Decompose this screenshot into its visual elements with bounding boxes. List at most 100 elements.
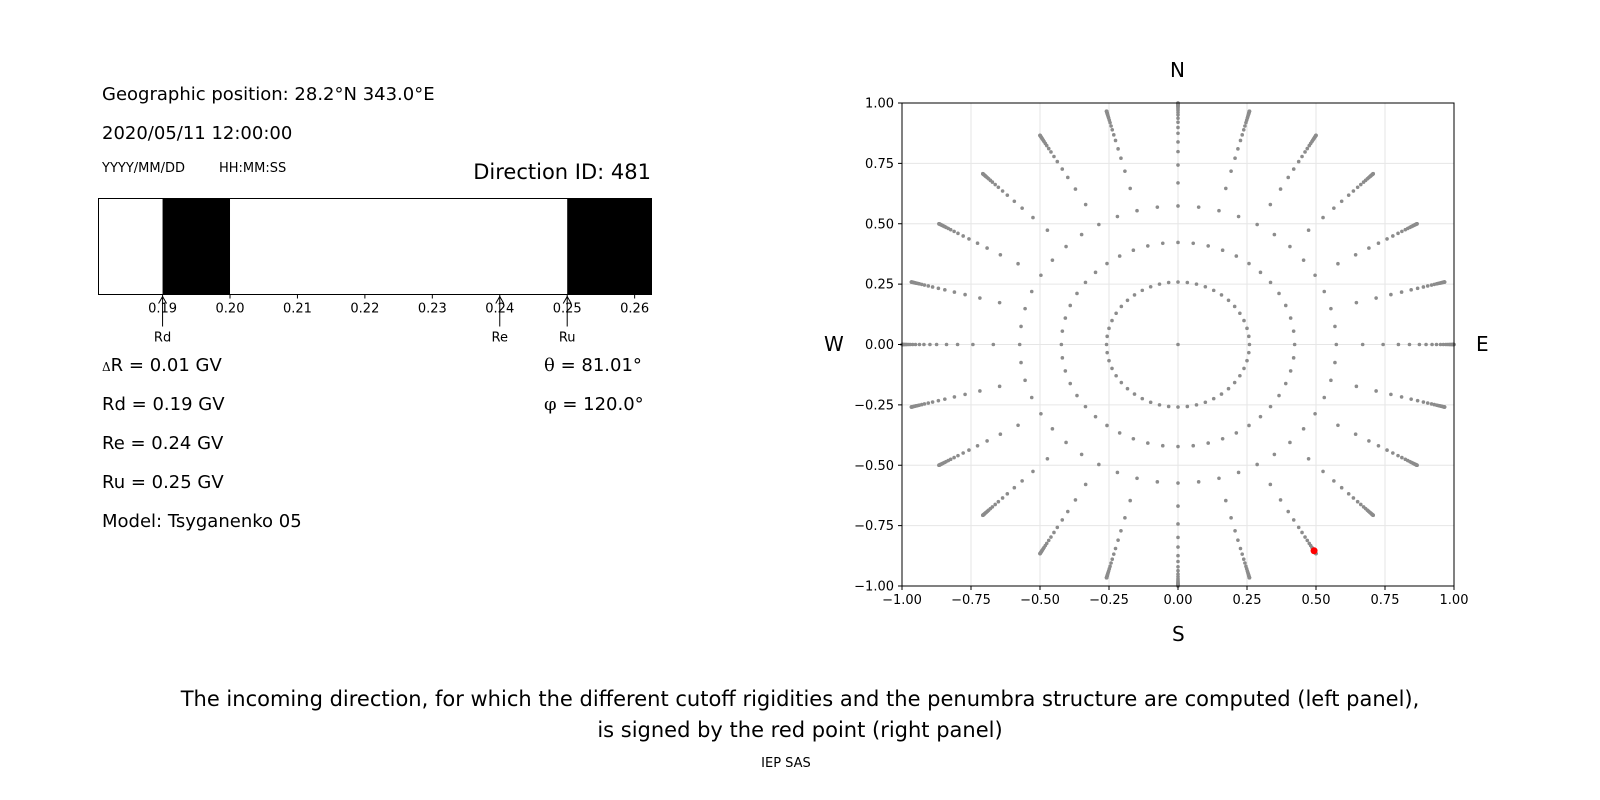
direction-point (1217, 476, 1221, 481)
direction-point (1206, 244, 1210, 248)
direction-point (1020, 479, 1024, 483)
direction-point (1245, 358, 1249, 363)
direction-point (1155, 480, 1160, 484)
direction-point (1236, 470, 1241, 475)
direction-point (1075, 291, 1079, 296)
direction-point (1019, 360, 1023, 365)
direction-point (1245, 326, 1249, 331)
direction-point (1031, 215, 1035, 220)
caption-line-1: The incoming direction, for which the di… (180, 687, 1420, 711)
direction-point (1185, 280, 1190, 285)
direction-point (1333, 324, 1337, 329)
direction-point (1339, 199, 1344, 204)
y-tick-label: 0.25 (865, 278, 894, 293)
direction-point (952, 229, 956, 234)
direction-point (1176, 116, 1180, 121)
direction-point (1176, 522, 1180, 526)
direction-point (1176, 149, 1180, 154)
direction-point (1060, 329, 1065, 333)
direction-point (1146, 441, 1150, 445)
penumbra-tick-label: 0.21 (283, 302, 312, 317)
direction-point (1247, 575, 1252, 580)
y-tick-label: 0.00 (865, 338, 894, 353)
direction-point (1441, 342, 1446, 347)
direction-point (1334, 342, 1339, 347)
direction-point (1105, 350, 1109, 355)
direction-point (1238, 311, 1242, 316)
direction-point (1083, 404, 1088, 409)
direction-point (937, 463, 941, 468)
direction-point (1116, 538, 1120, 542)
direction-point (1233, 156, 1237, 161)
direction-point (1283, 381, 1288, 386)
direction-point (1000, 496, 1005, 500)
forbidden-band (567, 198, 652, 295)
y-tick-label: −0.25 (854, 398, 894, 413)
model-name: Model: Tsyganenko 05 (102, 511, 302, 532)
direction-point (1219, 293, 1224, 297)
direction-point (1238, 138, 1243, 143)
marker-arrowhead (562, 295, 572, 304)
direction-point (1396, 342, 1401, 347)
direction-point (961, 451, 965, 455)
direction-point (1012, 485, 1017, 490)
direction-point (978, 389, 982, 393)
direction-point (1176, 125, 1180, 130)
direction-point (1288, 316, 1293, 320)
direction-point (1068, 303, 1073, 308)
direction-point (1223, 186, 1228, 191)
direction-id: Direction ID: 481 (473, 160, 651, 184)
direction-point (917, 342, 922, 347)
direction-point (1229, 516, 1233, 520)
direction-point (1160, 443, 1165, 448)
direction-point (1415, 398, 1420, 403)
direction-point (1117, 431, 1122, 435)
direction-point (1191, 443, 1196, 448)
direction-point (1247, 342, 1252, 347)
direction-point (1381, 342, 1385, 347)
direction-point (1247, 334, 1251, 339)
direction-point (909, 405, 914, 409)
direction-point (967, 237, 971, 241)
direction-point (1385, 237, 1389, 241)
direction-point (1360, 342, 1365, 347)
direction-point (1332, 206, 1336, 210)
direction-point (1229, 169, 1233, 173)
y-tick-label: −0.75 (854, 519, 894, 534)
direction-point (1301, 258, 1306, 262)
direction-point (1176, 140, 1180, 144)
forbidden-band (162, 198, 231, 295)
direction-point (1236, 147, 1240, 151)
direction-point (998, 432, 1003, 437)
direction-point (943, 397, 947, 401)
direction-point (1104, 575, 1109, 580)
direction-scatter-chart: −1.00 1.00 −0.75 0.75 −0.50 0.50 −0.25 0.25 0.00… (854, 97, 1468, 609)
penumbra-tick-label: 0.26 (620, 302, 649, 317)
footer-label: IEP SAS (761, 756, 811, 771)
direction-point (1268, 202, 1273, 207)
direction-point (1016, 261, 1020, 266)
direction-point (1236, 538, 1240, 542)
direction-point (1399, 395, 1404, 399)
direction-point (1211, 396, 1216, 401)
direction-point (1060, 356, 1065, 360)
direction-point (1391, 234, 1395, 238)
penumbra-tick-label: 0.23 (418, 302, 447, 317)
direction-point (1176, 481, 1180, 485)
direction-point (1157, 403, 1162, 407)
y-tick-label: 1.00 (865, 97, 894, 112)
direction-point (1176, 444, 1180, 449)
direction-point (1114, 311, 1118, 316)
x-tick-label: 0.25 (1233, 593, 1262, 608)
direction-point (937, 221, 941, 226)
direction-point (1039, 411, 1043, 416)
direction-point (1060, 167, 1065, 171)
direction-point (1060, 518, 1065, 522)
direction-point (1321, 469, 1325, 474)
direction-point (926, 284, 931, 288)
direction-point (1194, 403, 1199, 407)
direction-point (1160, 241, 1165, 246)
direction-point (996, 185, 1001, 190)
marker-arrowhead (495, 295, 505, 304)
direction-point (1288, 369, 1293, 373)
